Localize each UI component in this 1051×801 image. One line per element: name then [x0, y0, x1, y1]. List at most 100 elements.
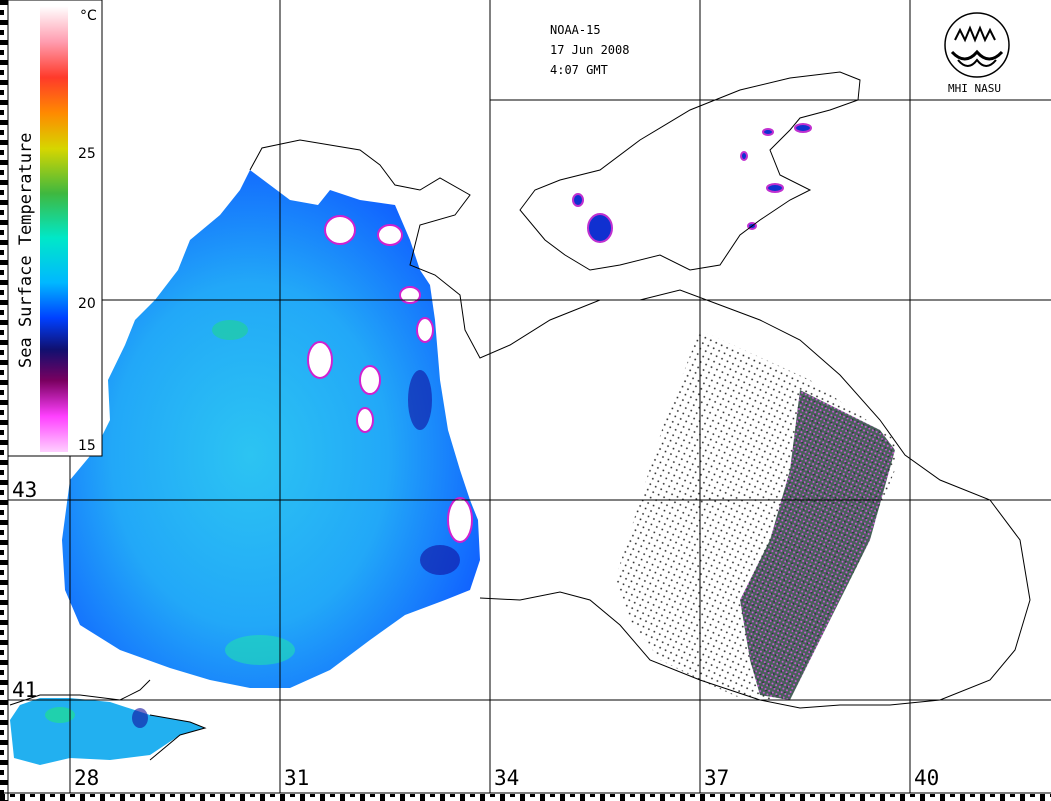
lon-label-28: 28: [74, 766, 99, 790]
ruler-tick: [440, 794, 445, 801]
ruler-tick: [0, 220, 8, 225]
ruler-tick: [870, 794, 875, 797]
lon-label-40: 40: [914, 766, 939, 790]
ruler-tick: [40, 794, 45, 801]
ruler-tick: [660, 794, 665, 801]
ruler-tick: [0, 180, 8, 185]
ruler-tick: [0, 450, 4, 455]
ruler-tick: [0, 150, 4, 155]
lon-label-34: 34: [494, 766, 519, 790]
ruler-tick: [0, 300, 8, 305]
ruler-tick: [0, 370, 4, 375]
ruler-tick: [0, 760, 8, 765]
ruler-tick: [0, 710, 4, 715]
ruler-tick: [0, 670, 4, 675]
ruler-tick: [0, 240, 8, 245]
ruler-tick: [0, 520, 8, 525]
ruler-tick: [30, 794, 35, 797]
ruler-tick: [450, 794, 455, 797]
ruler-tick: [50, 794, 55, 797]
ruler-tick: [410, 794, 415, 797]
ruler-tick: [500, 794, 505, 801]
ruler-tick: [0, 690, 4, 695]
ruler-tick: [0, 730, 4, 735]
lon-label-31: 31: [284, 766, 309, 790]
ruler-tick: [0, 190, 4, 195]
ruler-tick: [770, 794, 775, 797]
ruler-tick: [980, 794, 985, 801]
ruler-tick: [200, 794, 205, 801]
ruler-tick: [0, 720, 8, 725]
ruler-tick: [150, 794, 155, 797]
ruler-tick: [110, 794, 115, 797]
ruler-tick: [0, 210, 4, 215]
ruler-tick: [0, 70, 4, 75]
ruler-tick: [130, 794, 135, 797]
ruler-tick: [0, 660, 8, 665]
ruler-tick: [270, 794, 275, 797]
ruler-tick: [470, 794, 475, 797]
ruler-tick: [0, 480, 8, 485]
ruler-tick: [0, 590, 4, 595]
ruler-tick: [220, 794, 225, 801]
ruler-tick: [60, 794, 65, 801]
ruler-tick: [640, 794, 645, 801]
ruler-tick: [510, 794, 515, 797]
ruler-tick: [950, 794, 955, 797]
ruler-tick: [0, 90, 4, 95]
ruler-tick: [730, 794, 735, 797]
acquisition-date: 17 Jun 2008: [550, 43, 629, 57]
ruler-tick: [0, 540, 8, 545]
ruler-tick: [230, 794, 235, 797]
ruler-tick: [1030, 794, 1035, 797]
ruler-tick: [280, 794, 285, 801]
ruler-tick: [0, 320, 8, 325]
ruler-tick: [830, 794, 835, 797]
ruler-tick: [0, 230, 4, 235]
ruler-tick: [710, 794, 715, 797]
ruler-tick: [0, 170, 4, 175]
lat-label-43: 43: [12, 478, 37, 502]
ruler-tick: [380, 794, 385, 801]
ruler-tick: [570, 794, 575, 797]
ruler-tick: [0, 550, 4, 555]
ruler-tick: [580, 794, 585, 801]
lat-label-41: 41: [12, 678, 37, 702]
ruler-tick: [70, 794, 75, 797]
ruler-tick: [700, 794, 705, 801]
ruler-tick: [0, 680, 8, 685]
ruler-tick: [1010, 794, 1015, 797]
ruler-tick: [680, 794, 685, 801]
ruler-tick: [740, 794, 745, 801]
ruler-tick: [0, 30, 4, 35]
ruler-tick: [0, 60, 8, 65]
ruler-tick: [0, 290, 4, 295]
ruler-tick: [0, 130, 4, 135]
colorbar-tick-25: 25: [78, 146, 96, 162]
ruler-tick: [10, 794, 15, 797]
ruler-tick: [0, 640, 8, 645]
ruler-tick: [0, 794, 5, 801]
ruler-tick: [540, 794, 545, 801]
ruler-tick: [880, 794, 885, 801]
ruler-tick: [0, 260, 8, 265]
ruler-tick: [0, 50, 4, 55]
ruler-tick: [190, 794, 195, 797]
ruler-tick: [840, 794, 845, 801]
colorbar: Sea Surface Temperature °C 25 20 15: [7, 0, 103, 457]
ruler-tick: [690, 794, 695, 797]
ruler-tick: [610, 794, 615, 797]
ruler-tick: [0, 430, 4, 435]
ruler-tick: [160, 794, 165, 801]
ruler-tick: [400, 794, 405, 801]
ruler-tick: [0, 560, 8, 565]
ruler-tick: [860, 794, 865, 801]
ruler-tick: [360, 794, 365, 801]
satellite-swath: [615, 330, 895, 700]
ruler-tick: [120, 794, 125, 801]
ruler-tick: [20, 794, 25, 801]
ruler-tick: [460, 794, 465, 801]
ruler-tick: [330, 794, 335, 797]
